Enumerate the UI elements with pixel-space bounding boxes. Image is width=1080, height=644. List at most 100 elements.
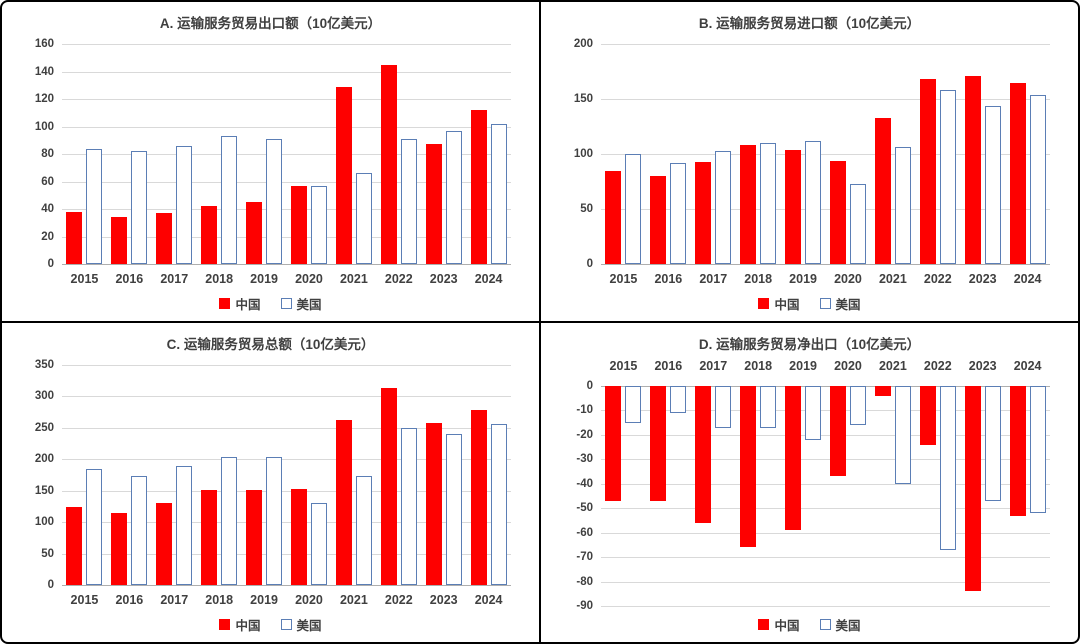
bar-usa-2017 xyxy=(715,150,732,264)
gridline xyxy=(601,459,1050,461)
x-tick-label: 2019 xyxy=(789,358,817,373)
gridline xyxy=(601,508,1050,510)
y-tick-label: 50 xyxy=(41,547,54,560)
bar-usa-2024 xyxy=(490,123,507,264)
bar-china-2020 xyxy=(290,489,307,585)
gridline xyxy=(601,386,1050,387)
gridline xyxy=(601,434,1050,436)
x-tick-label: 2017 xyxy=(699,271,728,286)
gridline xyxy=(62,264,511,265)
gridline xyxy=(62,44,511,45)
x-tick-label: 2015 xyxy=(609,358,638,373)
bar-group-2015 xyxy=(601,44,646,264)
y-tick-label: 350 xyxy=(34,359,54,371)
legend-swatch-usa xyxy=(819,297,831,309)
y-tick-label: 40 xyxy=(41,203,54,215)
legend-swatch-china xyxy=(219,618,231,630)
bar-usa-2019 xyxy=(805,386,822,440)
bar-group-2017 xyxy=(152,365,197,585)
bar-usa-2018 xyxy=(760,386,777,428)
x-tick-label: 2015 xyxy=(70,271,99,286)
legend: 中国 美国 xyxy=(12,289,529,317)
x-tick-label: 2017 xyxy=(699,358,728,373)
x-tick-label: 2016 xyxy=(654,358,683,373)
x-tick-label: 2024 xyxy=(1013,358,1042,373)
bar-usa-2018 xyxy=(221,457,238,585)
bar-usa-2019 xyxy=(805,140,822,264)
bar-group-2022 xyxy=(376,44,421,264)
bar-china-2024 xyxy=(470,410,487,585)
bar-china-2018 xyxy=(740,386,757,548)
chart-title: C. 运输服务贸易总额（10亿美元） xyxy=(166,337,375,352)
gridline xyxy=(601,264,1050,265)
x-tick-label: 2024 xyxy=(474,271,503,286)
legend-item-usa: 美国 xyxy=(819,294,861,313)
bar-group-2023 xyxy=(960,386,1005,606)
bar-usa-2017 xyxy=(176,466,193,585)
chart-title: A. 运输服务贸易出口额（10亿美元） xyxy=(159,16,382,31)
bar-china-2016 xyxy=(111,512,128,585)
bar-group-2016 xyxy=(646,44,691,264)
bar-china-2023 xyxy=(425,144,442,264)
bar-usa-2022 xyxy=(939,386,956,550)
bar-group-2022 xyxy=(915,44,960,264)
legend-swatch-china xyxy=(758,297,770,309)
gridline xyxy=(62,459,511,461)
x-tick-label: 2020 xyxy=(295,271,323,286)
gridline xyxy=(62,396,511,398)
bar-usa-2021 xyxy=(894,147,911,264)
legend-label-china: 中国 xyxy=(774,297,800,312)
x-tick-label: 2021 xyxy=(339,592,368,607)
bar-group-2018 xyxy=(197,44,242,264)
x-tick-label: 2022 xyxy=(384,592,413,607)
y-tick-label: -20 xyxy=(576,428,593,441)
x-axis-labels-bottom: 2015 2016 2017 2018 2019 2020 2021 2022 2023 2024 xyxy=(62,268,511,289)
y-tick-label: -10 xyxy=(576,404,593,417)
bar-group-2015 xyxy=(62,365,107,585)
y-tick-label: -40 xyxy=(576,477,593,490)
chart-panel-exports: A. 运输服务贸易出口额（10亿美元） 160 140 120 100 80 60 40 20… xyxy=(2,2,539,321)
bar-group-2023 xyxy=(421,44,466,264)
chart-title: B. 运输服务贸易进口额（10亿美元） xyxy=(698,16,921,31)
y-tick-label: 0 xyxy=(586,380,593,392)
bar-usa-2015 xyxy=(625,386,642,423)
x-tick-label: 2020 xyxy=(834,358,862,373)
gridline xyxy=(62,71,511,73)
bar-group-2019 xyxy=(242,44,287,264)
x-tick-label: 2024 xyxy=(474,592,503,607)
bar-group-2016 xyxy=(107,44,152,264)
y-tick-label: 60 xyxy=(41,175,54,188)
y-tick-label: -90 xyxy=(576,600,593,612)
chart-title: D. 运输服务贸易净出口（10亿美元） xyxy=(698,337,921,352)
legend-swatch-usa xyxy=(280,297,292,309)
gridline xyxy=(601,44,1050,45)
legend-item-usa: 美国 xyxy=(280,294,322,313)
legend: 中国 美国 xyxy=(551,610,1068,638)
legend-item-china: 中国 xyxy=(758,615,800,634)
bar-usa-2021 xyxy=(894,386,911,484)
bar-group-2021 xyxy=(870,44,915,264)
bar-usa-2023 xyxy=(984,386,1001,501)
bar-group-2020 xyxy=(287,365,332,585)
x-tick-label: 2018 xyxy=(205,592,234,607)
bar-china-2020 xyxy=(829,160,846,264)
x-tick-label: 2016 xyxy=(654,271,683,286)
bar-group-2022 xyxy=(376,365,421,585)
y-tick-label: 80 xyxy=(41,148,54,160)
bar-china-2018 xyxy=(201,206,218,264)
gridline xyxy=(601,532,1050,534)
bar-china-2017 xyxy=(695,161,712,264)
bar-group-2020 xyxy=(826,44,871,264)
bar-usa-2024 xyxy=(1029,386,1046,514)
gridline xyxy=(62,522,511,524)
bar-china-2015 xyxy=(66,211,83,264)
bar-group-2021 xyxy=(331,44,376,264)
gridline xyxy=(62,427,511,429)
bar-usa-2016 xyxy=(670,162,687,264)
y-tick-label: 160 xyxy=(34,38,54,50)
gridline xyxy=(62,209,511,210)
bar-group-2016 xyxy=(646,386,691,606)
legend-swatch-china xyxy=(219,297,231,309)
bar-group-2024 xyxy=(466,365,511,585)
y-tick-label: 100 xyxy=(34,120,54,133)
